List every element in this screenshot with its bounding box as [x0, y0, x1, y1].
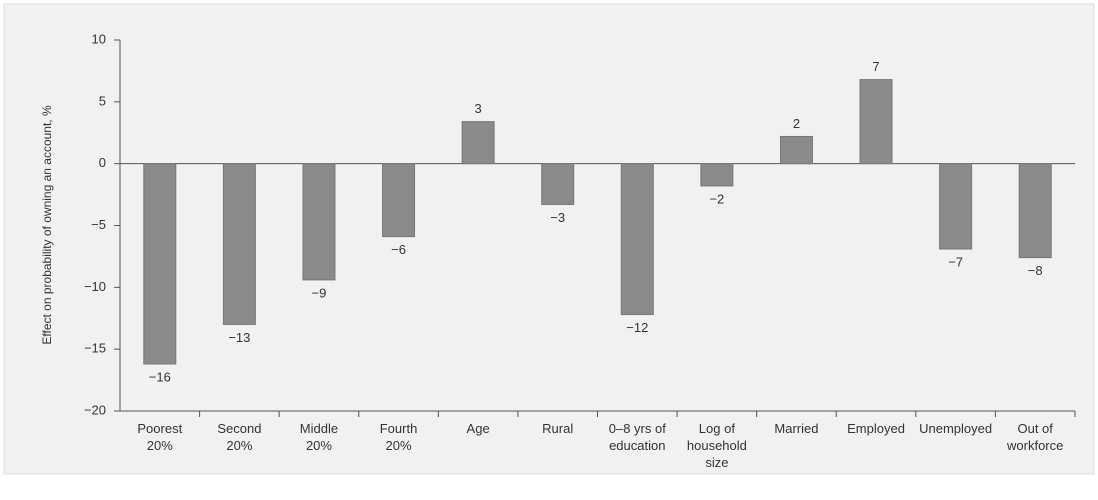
x-tick-label: Poorest 20%	[137, 421, 183, 453]
x-tick-label: Married	[774, 421, 819, 436]
value-label: −3	[550, 210, 565, 225]
value-label: −12	[626, 320, 648, 335]
y-tick-label: −10	[84, 279, 106, 294]
bar	[1018, 163, 1052, 259]
value-label: 7	[872, 59, 879, 74]
bar	[700, 163, 734, 187]
value-label: −13	[228, 330, 250, 345]
x-tick-label: Out of workforce	[1007, 421, 1064, 453]
chart-background	[3, 3, 1095, 475]
bar	[779, 135, 813, 165]
value-label: 2	[793, 116, 800, 131]
bar	[541, 163, 575, 205]
x-tick-label: Rural	[542, 421, 574, 436]
bar	[302, 163, 336, 281]
x-tick-label: Second 20%	[217, 421, 262, 453]
bar	[143, 163, 177, 365]
value-label: 3	[475, 101, 482, 116]
value-label: −2	[709, 191, 724, 206]
y-tick-label: 0	[99, 155, 106, 170]
bar	[620, 163, 654, 316]
y-tick-label: −5	[91, 217, 106, 232]
bar	[382, 163, 416, 238]
value-label: −8	[1028, 263, 1043, 278]
x-tick-label: Employed	[847, 421, 905, 436]
bar	[859, 79, 893, 165]
value-label: −16	[149, 369, 171, 384]
y-tick-label: 10	[92, 31, 106, 46]
y-tick-label: 5	[99, 93, 106, 108]
bar	[939, 163, 973, 250]
value-label: −7	[948, 254, 963, 269]
x-tick-label: Age	[466, 421, 490, 436]
bar	[222, 163, 256, 325]
x-tick-label: 0–8 yrs of education	[608, 421, 666, 453]
bar	[461, 121, 495, 165]
x-tick-label: Unemployed	[919, 421, 993, 436]
value-label: −9	[312, 285, 327, 300]
y-tick-label: −20	[84, 402, 106, 417]
y-axis-label: Effect on probability of owning an accou…	[40, 105, 54, 345]
value-label: −6	[391, 242, 406, 257]
y-tick-label: −15	[84, 341, 106, 356]
x-tick-label: Middle 20%	[299, 421, 339, 453]
x-tick-label: Fourth 20%	[379, 421, 418, 453]
x-tick-label: Log of household size	[686, 421, 747, 470]
